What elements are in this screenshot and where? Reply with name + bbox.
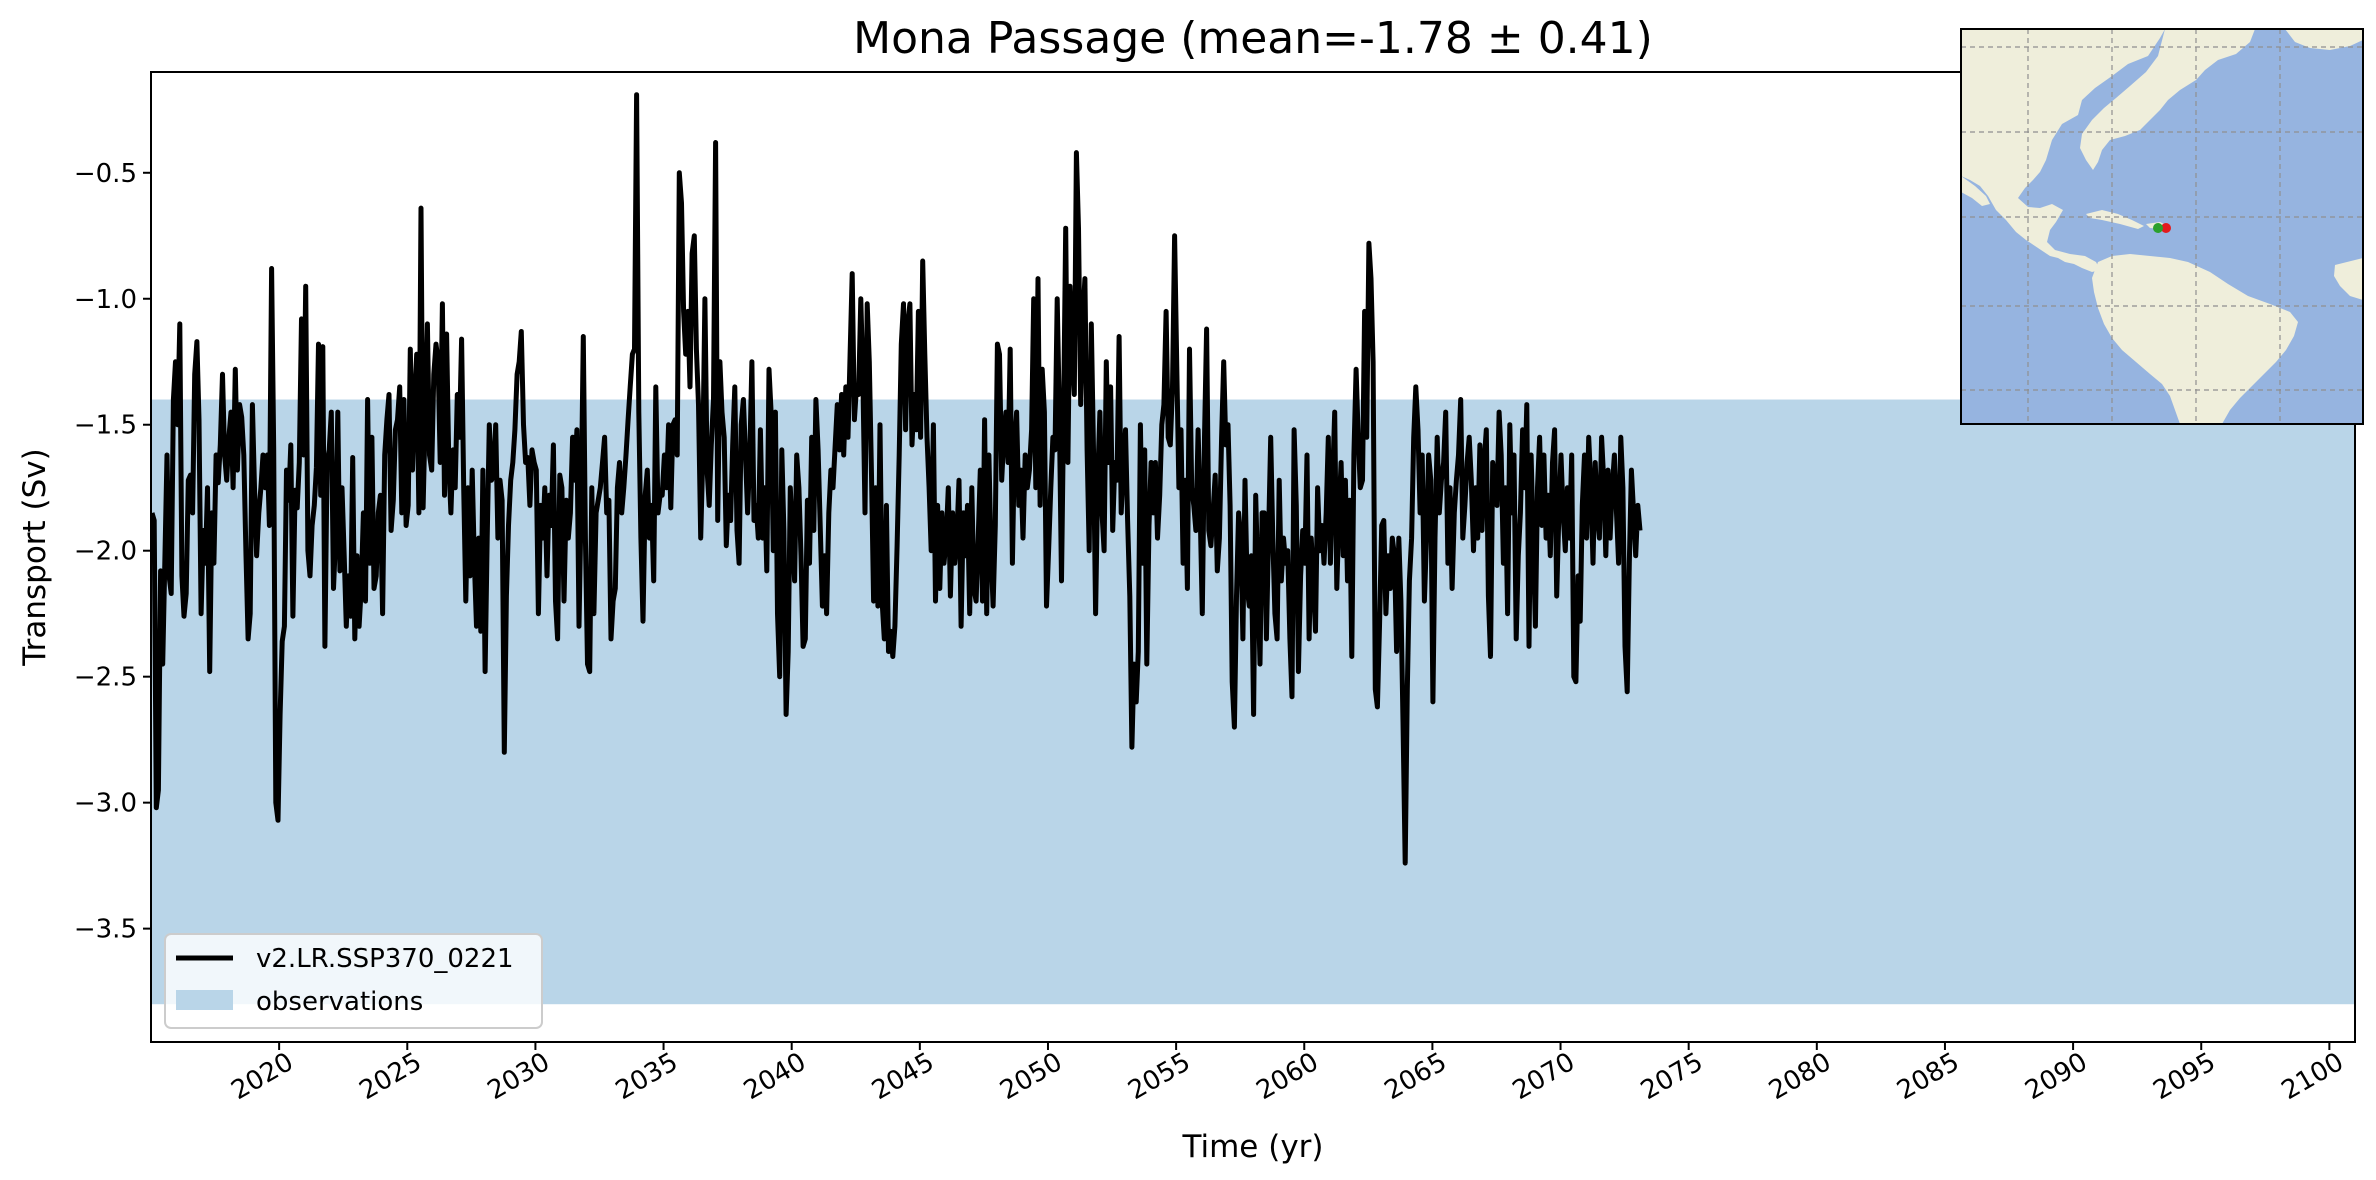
x-tick-label: 2075	[1636, 1047, 1708, 1106]
south-america	[2092, 254, 2298, 424]
legend-box	[164, 933, 543, 1029]
x-tick-label: 2095	[2148, 1047, 2220, 1106]
map-graticule	[1961, 29, 2363, 424]
west-africa	[2334, 258, 2363, 300]
cuba	[2086, 210, 2144, 229]
y-axis-label: Transport (Sv)	[17, 448, 53, 667]
x-axis-label: Time (yr)	[1182, 1129, 1324, 1165]
north-america-east-coast	[2080, 29, 2255, 170]
inset-map	[1960, 28, 2364, 425]
x-tick-label: 2040	[739, 1047, 811, 1106]
chart-title: Mona Passage (mean=-1.78 ± 0.41)	[853, 13, 1653, 64]
y-tick-label: −3.5	[74, 915, 137, 945]
series-layer	[151, 92, 1643, 866]
y-tick-label: −3.0	[74, 789, 137, 819]
x-tick-label: 2045	[867, 1047, 939, 1106]
y-tick-label: −1.0	[74, 285, 137, 315]
north-america-landmass	[1961, 29, 2165, 272]
plot-frame	[150, 71, 2356, 1043]
x-tick-label: 2025	[354, 1047, 426, 1106]
x-tick-label: 2080	[1764, 1047, 1836, 1106]
legend-label-series: v2.LR.SSP370_0221	[256, 944, 514, 974]
baja-california	[1961, 176, 1990, 206]
x-tick-label: 2050	[995, 1047, 1067, 1106]
legend-label-observations: observations	[256, 987, 423, 1017]
section-endpoint-green-marker	[2153, 223, 2163, 233]
x-tick-label: 2090	[2020, 1047, 2092, 1106]
x-tick-label: 2060	[1251, 1047, 1323, 1106]
x-tick-label: 2065	[1380, 1047, 1452, 1106]
section-endpoint-red-marker	[2161, 223, 2171, 233]
x-tick-label: 2030	[483, 1047, 555, 1106]
y-tick-label: −2.0	[74, 537, 137, 567]
inset-map-frame	[1960, 28, 2364, 425]
legend-band-swatch	[176, 990, 233, 1010]
x-tick-label: 2100	[2277, 1047, 2349, 1106]
y-axis: −3.5 −3.0 −2.5 −2.0 −1.5 −1.0 −0.5	[74, 159, 151, 945]
x-axis: 2020 2025 2030 2035 2040 2045 2050 2055 2060 2065…	[226, 1042, 2349, 1106]
y-tick-label: −2.5	[74, 663, 137, 693]
x-tick-label: 2055	[1123, 1047, 1195, 1106]
x-tick-label: 2085	[1892, 1047, 1964, 1106]
series-line-0	[151, 92, 1643, 866]
legend: v2.LR.SSP370_0221 observations	[164, 933, 543, 1029]
map-land	[1961, 29, 2363, 424]
y-tick-label: −0.5	[74, 159, 137, 189]
greenland	[2285, 29, 2363, 50]
x-tick-label: 2020	[226, 1047, 298, 1106]
x-tick-label: 2035	[611, 1047, 683, 1106]
x-tick-label: 2070	[1508, 1047, 1580, 1106]
y-tick-label: −1.5	[74, 411, 137, 441]
